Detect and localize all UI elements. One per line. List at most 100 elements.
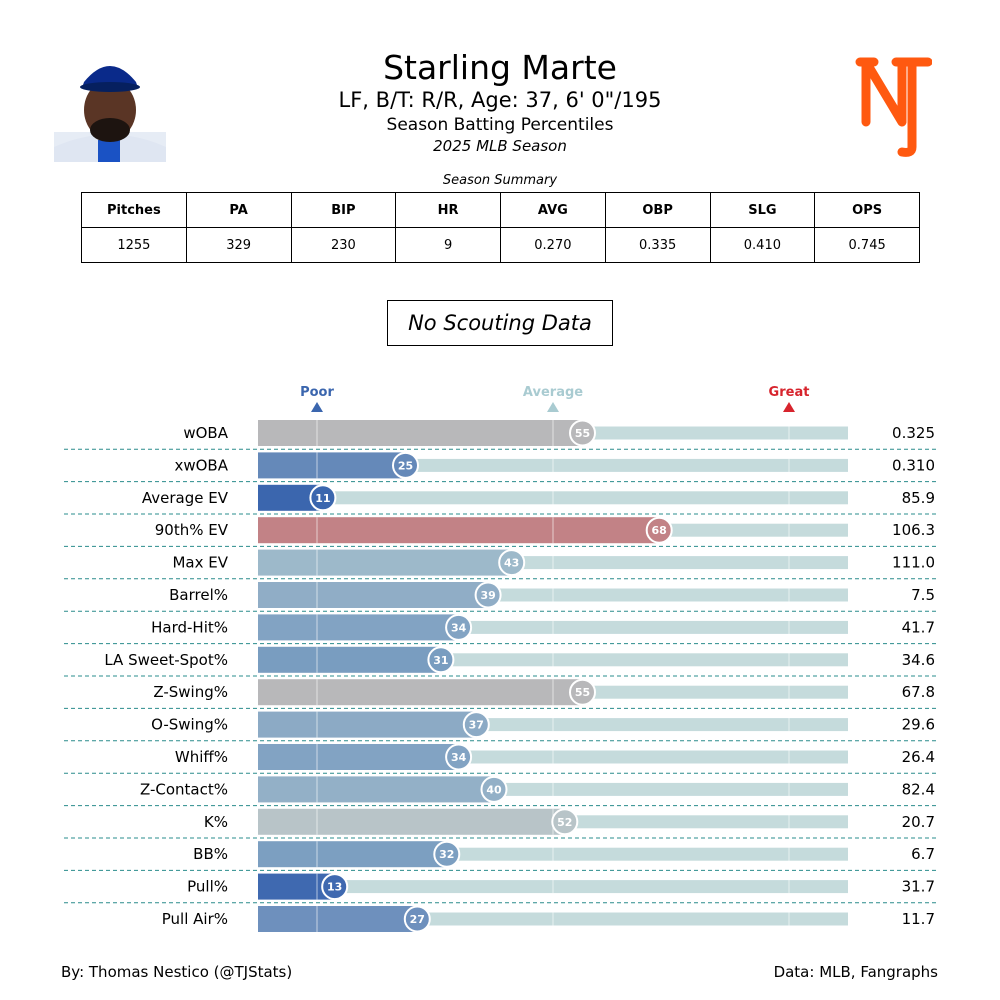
percentile-label: 31 xyxy=(433,654,448,667)
stat-label: K% xyxy=(204,813,228,831)
summary-value: 1255 xyxy=(81,227,187,263)
percentile-dot xyxy=(392,451,419,479)
percentile-label: 11 xyxy=(315,492,330,505)
marker-label: Great xyxy=(769,385,810,400)
percentile-dot xyxy=(309,484,337,512)
stat-label: Average EV xyxy=(142,489,229,507)
percentile-dot xyxy=(321,873,349,901)
summary-value: 0.335 xyxy=(604,227,711,263)
percentile-bar xyxy=(258,679,583,706)
percentile-label: 32 xyxy=(439,848,454,861)
percentile-dot xyxy=(433,840,461,868)
marker-label: Poor xyxy=(300,385,334,400)
stat-label: O-Swing% xyxy=(151,716,228,734)
percentile-label: 34 xyxy=(451,751,467,764)
percentile-label: 34 xyxy=(451,621,467,634)
footer-source: Data: MLB, Fangraphs xyxy=(773,963,938,981)
percentile-chart: Poor Average Great 55 wOBA 0.325 25 xwOBA 0.310 1… xyxy=(64,385,936,933)
percentile-dot xyxy=(498,549,526,577)
summary-header: BIP xyxy=(290,192,397,228)
percentile-dot xyxy=(551,808,579,836)
marker-label: Average xyxy=(523,385,583,400)
stat-value: 85.9 xyxy=(902,489,935,507)
stat-value: 0.310 xyxy=(892,456,935,474)
summary-value: 230 xyxy=(290,227,397,263)
summary-value: 329 xyxy=(185,227,292,263)
mets-logo xyxy=(855,57,932,157)
percentile-bar xyxy=(258,517,660,544)
marker-triangle-icon xyxy=(311,402,323,412)
summary-header: OBP xyxy=(604,192,711,228)
summary-value: 0.270 xyxy=(500,227,606,263)
stat-value: 26.4 xyxy=(902,748,935,766)
percentile-label: 40 xyxy=(486,783,502,796)
stat-label: Barrel% xyxy=(169,586,228,604)
percentile-dot xyxy=(445,613,473,641)
stat-label: LA Sweet-Spot% xyxy=(104,651,228,669)
player-headshot xyxy=(54,66,166,162)
stat-value: 67.8 xyxy=(902,683,935,701)
stat-value: 29.6 xyxy=(902,716,935,734)
summary-header: Pitches xyxy=(81,192,187,228)
season-summary-table: Pitches PA BIP HR AVG OBP SLG OPS 1255 329 230 9 0.2… xyxy=(81,192,920,263)
stat-value: 7.5 xyxy=(911,586,935,604)
stat-label: Max EV xyxy=(172,554,228,572)
stat-value: 82.4 xyxy=(902,780,935,798)
stat-label: Hard-Hit% xyxy=(151,618,228,636)
percentile-bar xyxy=(258,841,447,868)
scouting-box: No Scouting Data xyxy=(387,300,613,346)
percentile-bar xyxy=(258,808,565,835)
percentile-dot xyxy=(569,678,596,706)
percentile-bar xyxy=(258,711,477,738)
percentile-label: 25 xyxy=(398,459,413,472)
percentile-dot xyxy=(569,419,596,447)
stat-value: 6.7 xyxy=(911,845,935,863)
stat-label: Z-Contact% xyxy=(140,780,228,798)
percentile-bar xyxy=(258,646,441,673)
summary-header: SLG xyxy=(709,192,816,228)
stat-value: 106.3 xyxy=(892,521,935,539)
percentile-label: 55 xyxy=(575,427,590,440)
percentile-bar xyxy=(258,549,512,576)
stat-label: Pull% xyxy=(187,878,228,896)
summary-header: AVG xyxy=(500,192,606,228)
stat-label: 90th% EV xyxy=(155,521,229,539)
percentile-bar xyxy=(258,744,459,770)
percentile-bar xyxy=(258,906,418,932)
stat-value: 20.7 xyxy=(902,813,935,831)
stat-value: 41.7 xyxy=(902,618,935,636)
percentile-label: 68 xyxy=(652,524,667,537)
marker-triangle-icon xyxy=(547,402,559,412)
percentile-bar xyxy=(258,776,494,803)
footer-credit: By: Thomas Nestico (@TJStats) xyxy=(61,963,293,981)
chart-subtitle: Season Batting Percentiles xyxy=(386,115,614,135)
percentile-label: 39 xyxy=(480,589,495,602)
summary-caption: Season Summary xyxy=(442,173,558,188)
stat-value: 11.7 xyxy=(902,910,935,928)
summary-header: PA xyxy=(185,192,292,228)
percentile-dot xyxy=(427,646,455,674)
percentile-dot xyxy=(403,905,431,933)
stat-label: Z-Swing% xyxy=(153,683,228,701)
percentile-label: 13 xyxy=(327,881,342,894)
stat-label: xwOBA xyxy=(174,456,228,474)
percentile-bar xyxy=(258,582,489,608)
stat-label: Whiff% xyxy=(175,748,228,766)
summary-value: 0.410 xyxy=(709,227,816,263)
summary-header: HR xyxy=(395,192,501,228)
stat-value: 0.325 xyxy=(892,424,935,442)
player-info: LF, B/T: R/R, Age: 37, 6' 0"/195 xyxy=(338,88,662,112)
percentile-label: 55 xyxy=(575,686,590,699)
summary-value: 0.745 xyxy=(814,227,920,263)
percentile-dot xyxy=(462,711,490,739)
player-name: Starling Marte xyxy=(383,48,617,87)
stat-value: 31.7 xyxy=(902,878,935,896)
percentile-dot xyxy=(445,743,473,771)
percentile-dot xyxy=(480,775,508,803)
summary-header: OPS xyxy=(814,192,920,228)
percentile-bar xyxy=(258,420,583,446)
marker-triangle-icon xyxy=(783,402,795,412)
stat-value: 111.0 xyxy=(892,554,935,572)
stat-label: BB% xyxy=(193,845,228,863)
